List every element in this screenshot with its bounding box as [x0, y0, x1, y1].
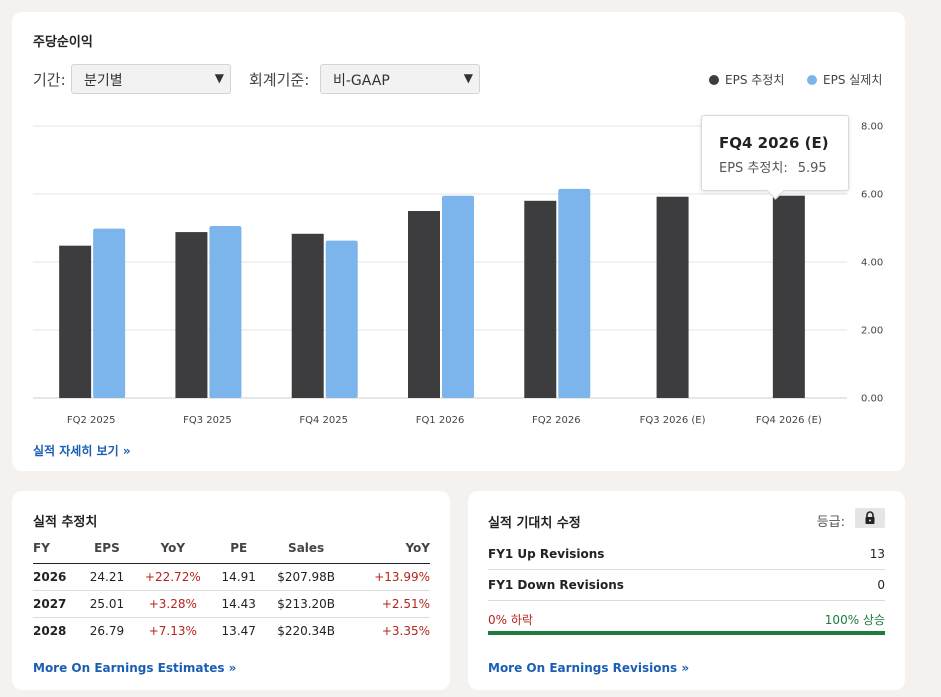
down-revisions-label: FY1 Down Revisions: [488, 578, 624, 592]
down-percent: 0% 하락: [488, 613, 533, 627]
tooltip-value: 5.95: [797, 161, 827, 176]
eps-yoy-cell: +22.72%: [132, 563, 214, 591]
basis-value: 비-GAAP: [333, 73, 390, 89]
up-revisions-row: FY1 Up Revisions 13: [488, 539, 885, 570]
sales-yoy-cell: +13.99%: [348, 563, 430, 591]
col-header: EPS: [81, 541, 133, 564]
basis-label: 회계기준:: [249, 71, 310, 89]
sales-cell: $207.98B: [263, 563, 349, 591]
tooltip-title: FQ4 2026 (E): [719, 134, 829, 152]
eps-yoy-cell: +3.28%: [132, 590, 214, 618]
estimates-header-row: FY EPS YoY PE Sales YoY: [33, 541, 430, 564]
eps-yoy-cell: +7.13%: [148, 624, 197, 639]
period-select[interactable]: 분기별 ▼: [71, 64, 231, 94]
legend-estimate[interactable]: EPS 추정치: [709, 71, 784, 88]
eps-cell: 25.01: [81, 590, 133, 618]
x-tick-label: FQ2 2026: [532, 415, 581, 426]
earnings-revisions-link[interactable]: More On Earnings Revisions »: [488, 661, 690, 675]
col-header: FY: [33, 541, 82, 564]
revisions-title: 실적 기대치 수정: [488, 516, 581, 531]
lock-icon: [865, 511, 875, 524]
bar-estimate: [291, 233, 324, 398]
x-tick-label: FQ4 2026 (E): [756, 415, 822, 426]
bar-estimate: [524, 200, 557, 398]
bar-estimate: [175, 232, 208, 398]
col-header: YoY: [132, 541, 214, 564]
pe-cell: 14.91: [213, 563, 264, 591]
revisions-card: 실적 기대치 수정 등급: FY1 Up Revisions 13 FY1 Do…: [468, 491, 905, 690]
y-tick-label: 2.00: [861, 326, 883, 337]
bar-actual: [442, 195, 474, 398]
legend-estimate-dot-icon: [709, 75, 719, 85]
eps-bar-chart: 0.00 2.00 4.00 6.00 8.00 FQ2 2025 FQ3 2025 FQ4 …: [33, 122, 883, 426]
bar-actual: [209, 225, 242, 398]
eps-title: 주당순이익: [33, 35, 93, 50]
period-label: 기간:: [33, 71, 66, 89]
down-revisions-value: 0: [877, 578, 885, 592]
legend-estimate-label: EPS 추정치: [725, 73, 785, 87]
earnings-estimates-link[interactable]: More On Earnings Estimates »: [33, 661, 237, 675]
fy-cell: 2028: [33, 624, 67, 639]
chart-tooltip: FQ4 2026 (E) EPS 추정치: 5.95: [701, 115, 849, 191]
up-percent: 100% 상승: [824, 613, 885, 627]
down-revisions-row: FY1 Down Revisions 0: [488, 570, 885, 601]
tooltip-label: EPS 추정치:: [719, 161, 788, 176]
col-header: Sales: [263, 541, 349, 564]
grade-label: 등급:: [816, 515, 845, 530]
y-tick-label: 4.00: [861, 258, 883, 269]
x-tick-label: FQ3 2025: [183, 415, 232, 426]
up-revisions-value: 13: [869, 547, 885, 561]
legend-actual-dot-icon: [807, 75, 817, 85]
pe-cell: 14.43: [213, 590, 264, 618]
bar-estimate: [59, 245, 92, 398]
bar-actual: [93, 228, 126, 398]
sales-cell: $213.20B: [263, 590, 349, 618]
fy-cell: 2026: [33, 563, 82, 591]
bar-actual: [325, 240, 358, 398]
table-row: 2026 24.21 +22.72% 14.91 $207.98B +13.99…: [33, 563, 430, 591]
tooltip-line: EPS 추정치: 5.95: [719, 157, 827, 176]
x-tick-label: FQ3 2026 (E): [640, 415, 706, 426]
sales-yoy-cell: +2.51%: [348, 590, 430, 618]
revisions-ratio-bar: [488, 631, 885, 635]
col-header: PE: [213, 541, 264, 564]
bar-estimate: [656, 196, 689, 398]
col-header: YoY: [348, 541, 430, 564]
estimates-table: FY EPS YoY PE Sales YoY 2026 24.21 +22.7…: [33, 541, 430, 645]
x-tick-label: FQ1 2026: [416, 415, 465, 426]
eps-cell: 24.21: [81, 563, 133, 591]
sales-cell: $220.34B: [277, 624, 336, 639]
caret-down-icon: ▼: [214, 71, 224, 85]
x-tick-label: FQ4 2025: [299, 415, 348, 426]
basis-select[interactable]: 비-GAAP ▼: [320, 64, 480, 94]
legend-actual-label: EPS 실제치: [823, 73, 883, 87]
eps-cell: 26.79: [89, 624, 125, 639]
period-value: 분기별: [84, 73, 123, 89]
estimates-title: 실적 추정치: [33, 515, 98, 530]
table-row: 2027 25.01 +3.28% 14.43 $213.20B +2.51%: [33, 590, 430, 618]
earnings-details-link[interactable]: 실적 자세히 보기 »: [33, 444, 131, 458]
pe-cell: 13.47: [221, 624, 256, 639]
bar-estimate: [772, 195, 805, 398]
bar-actual: [558, 188, 591, 398]
y-tick-label: 0.00: [861, 394, 883, 405]
bar-estimate: [408, 211, 440, 398]
legend-actual[interactable]: EPS 실제치: [807, 71, 882, 88]
caret-down-icon: ▼: [463, 71, 473, 85]
estimates-card: 실적 추정치 FY EPS YoY PE Sales YoY 2026 24.2…: [12, 491, 450, 690]
eps-card: 주당순이익 기간: 분기별 ▼ 회계기준: 비-GAAP ▼ EPS 추정치 E…: [12, 12, 905, 471]
table-row: 2028 26.79 +7.13% 13.47 $220.34B +3.35%: [33, 618, 430, 645]
fy-cell: 2027: [33, 590, 82, 618]
sales-yoy-cell: +3.35%: [381, 624, 430, 639]
y-tick-label: 8.00: [861, 122, 883, 133]
up-revisions-label: FY1 Up Revisions: [488, 547, 605, 561]
grade-lock-button[interactable]: [855, 508, 885, 528]
x-tick-label: FQ2 2025: [67, 415, 116, 426]
y-tick-label: 6.00: [861, 190, 883, 201]
